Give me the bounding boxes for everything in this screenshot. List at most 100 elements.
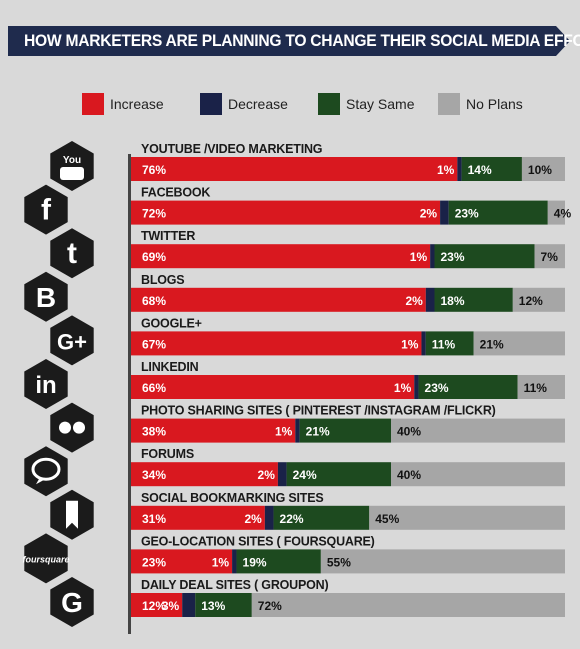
bar-segment-stay-same [461,157,522,181]
bar-label-no-plans: 40% [397,468,421,482]
bar-segment-increase [130,287,426,312]
bar-label-decrease: 1% [394,381,412,395]
bar-segment-no-plans [391,418,565,443]
row-title: GOOGLE+ [141,316,202,330]
legend-label-no-plans: No Plans [466,96,523,112]
bar-segment-stay-same [299,418,391,443]
bar-label-increase: 31% [142,512,166,526]
forum-bubble-tail [36,477,47,485]
title-banner [8,26,556,56]
bar-segment-no-plans [369,505,565,530]
chart-title: HOW MARKETERS ARE PLANNING TO CHANGE THE… [24,31,580,50]
bar-label-no-plans: 72% [258,599,282,613]
bar-segment-no-plans [251,593,566,617]
bar-segment-decrease [425,287,435,312]
bar-segment-decrease [430,244,435,269]
legend-label-increase: Increase [110,96,164,112]
flickr-dot-right [73,421,85,434]
blogger-glyph: B [36,282,56,313]
bar-segment-stay-same [236,549,321,574]
bar-label-no-plans: 11% [524,381,548,395]
legend-label-stay-same: Stay Same [346,96,415,112]
bar-label-stay-same: 24% [293,468,317,482]
bar-segment-increase [130,157,458,181]
bar-label-decrease: 1% [437,163,455,177]
bar-segment-decrease [414,375,419,399]
google-plus-glyph: G+ [57,329,87,354]
bookmark-icon [50,489,94,540]
legend-swatch-decrease [200,93,222,115]
bar-segment-stay-same [434,244,535,269]
blogger-icon: B [24,271,68,322]
bar-segment-no-plans [512,287,565,312]
bar-segment-increase [130,418,296,443]
foursquare-icon: foursquare [22,533,70,584]
bar-label-increase: 66% [142,381,166,395]
title-banner-tail [556,26,570,56]
bar-label-stay-same: 23% [455,207,479,221]
bar-segment-decrease [232,549,237,574]
linkedin-glyph: in [35,372,56,399]
bar-label-no-plans: 4% [554,207,572,221]
bar-segment-no-plans [391,462,565,487]
bar-label-decrease: 2% [405,294,423,308]
bar-segment-stay-same [195,593,252,617]
bar-label-stay-same: 19% [243,555,267,569]
bar-segment-no-plans [320,549,565,574]
bar-segment-decrease [421,331,426,356]
forum-bubble [31,457,61,481]
chart-axis-line [128,154,131,634]
row-title: GEO-LOCATION SITES ( FOURSQUARE) [141,534,375,548]
icon-hexagon [24,184,68,235]
legend-swatch-increase [82,93,104,115]
flickr-dot-left [59,421,71,434]
bar-label-no-plans: 40% [397,425,421,439]
bar-label-stay-same: 23% [441,250,465,264]
bar-label-decrease: 1% [401,337,419,351]
bar-segment-increase [130,200,441,225]
bar-label-stay-same: 18% [441,294,465,308]
legend: Increase Decrease Stay Same No Plans [0,92,580,116]
forum-icon [24,446,68,497]
bar-label-increase: 67% [142,337,166,351]
bar-segment-no-plans [521,157,565,181]
bar-label-stay-same: 22% [280,512,304,526]
bar-label-stay-same: 23% [425,381,449,395]
twitter-glyph: t [67,237,77,270]
bar-label-stay-same: 11% [432,337,456,351]
bar-label-decrease: 2% [258,468,276,482]
facebook-icon: f [24,184,68,235]
facebook-glyph: f [41,194,52,227]
bar-label-increase: 12% [142,599,166,613]
twitter-icon: t [50,228,94,279]
icon-hexagon [24,359,68,409]
bar-label-no-plans: 21% [480,337,504,351]
bar-label-decrease: 1% [275,425,293,439]
bar-label-no-plans: 55% [327,555,351,569]
bar-label-decrease: 2% [420,207,438,221]
bar-segment-decrease [440,200,449,225]
bar-label-increase: 72% [142,207,166,221]
row-title: FORUMS [141,447,194,461]
bar-segment-increase [130,505,265,530]
icon-hexagon [50,577,94,627]
bar-label-increase: 68% [142,294,166,308]
bar-segment-stay-same [448,200,548,225]
bar-segment-stay-same [434,287,513,312]
bar-segment-increase [130,244,431,269]
bookmark-glyph [66,500,78,529]
flickr-icon [50,402,94,453]
bar-label-decrease: 1% [212,555,230,569]
row-title: LINKEDIN [141,360,199,374]
bar-label-no-plans: 10% [528,163,552,177]
bar-segment-stay-same [425,331,474,356]
legend-label-decrease: Decrease [228,96,288,112]
bar-segment-increase [130,593,183,617]
youtube-top-text: You [63,155,81,166]
bar-segment-stay-same [273,505,370,530]
row-title: BLOGS [141,273,184,287]
youtube-bottom-text: Tube [60,169,84,180]
icon-hexagon [50,141,94,191]
bar-label-no-plans: 7% [541,250,559,264]
bar-label-stay-same: 13% [201,599,225,613]
